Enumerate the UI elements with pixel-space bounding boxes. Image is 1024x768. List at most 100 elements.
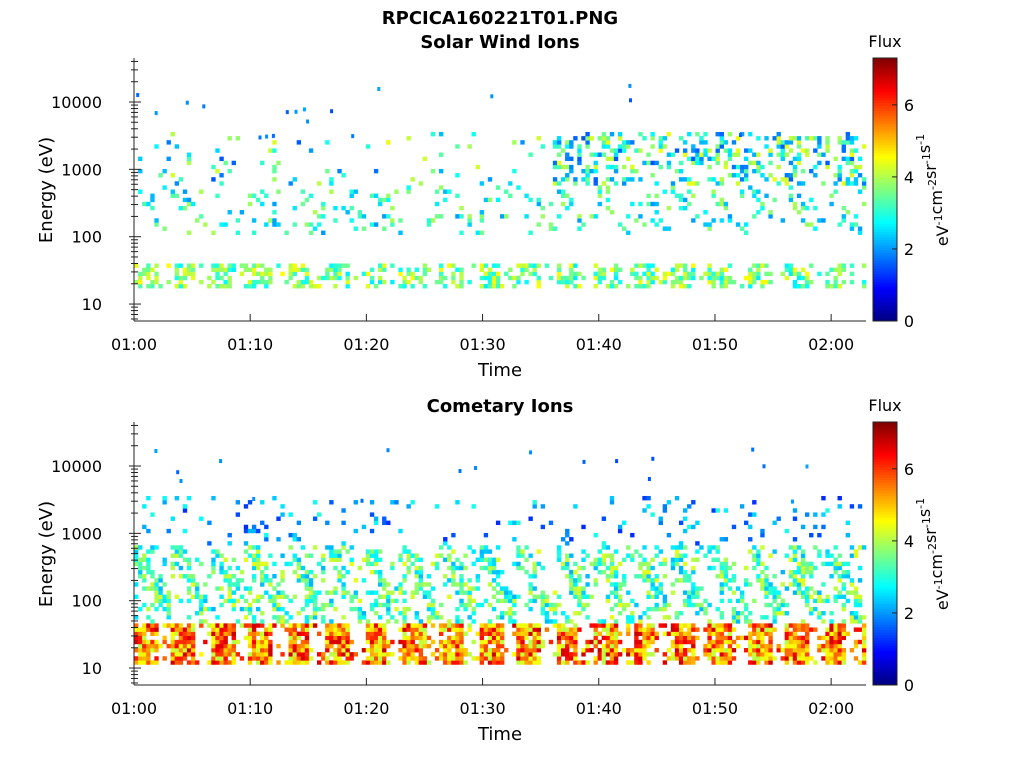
spectrogram-cell: [166, 140, 171, 145]
spectrogram-cell: [414, 553, 419, 558]
spectrogram-cell: [378, 275, 383, 281]
spectrogram-cell: [731, 611, 737, 616]
spectrogram-cell: [796, 545, 802, 550]
spectrogram-cell: [174, 561, 180, 567]
spectrogram-cell: [402, 284, 407, 289]
spectrogram-cell: [296, 279, 302, 285]
spectrogram-cell: [227, 582, 232, 587]
spectrogram-cell: [414, 656, 419, 661]
spectrogram-cell: [813, 606, 818, 612]
spectrogram-cell: [247, 553, 253, 558]
spectrogram-cell: [512, 611, 517, 616]
spectrogram-cell: [670, 279, 676, 285]
spectrogram-cell: [467, 590, 472, 595]
spectrogram-cell: [418, 275, 424, 281]
spectrogram-cell: [853, 168, 859, 174]
spectrogram-cell: [784, 660, 790, 665]
spectrogram-cell: [630, 164, 635, 170]
spectrogram-cell: [386, 590, 391, 595]
spectrogram-cell: [666, 615, 672, 620]
spectrogram-cell: [418, 574, 424, 579]
spectrogram-cell: [646, 495, 651, 501]
spectrogram-cell: [791, 499, 794, 504]
spectrogram-cell: [487, 549, 493, 554]
x-tick-label: 01:30: [460, 699, 506, 718]
spectrogram-cell: [613, 602, 619, 608]
spectrogram-cell: [593, 660, 598, 665]
spectrogram-cell: [528, 606, 533, 612]
spectrogram-cell: [646, 569, 651, 575]
spectrogram-cell: [422, 635, 428, 641]
spectrogram-cell: [182, 528, 188, 534]
x-tick-label: 01:20: [343, 699, 389, 718]
spectrogram-cell: [430, 561, 436, 567]
spectrogram-cell: [402, 578, 407, 583]
spectrogram-cell: [833, 545, 838, 550]
spectrogram-cell: [447, 656, 452, 661]
spectrogram-cell: [138, 156, 143, 162]
spectrogram-cell: [719, 218, 724, 223]
colorbar-swatch: [873, 205, 897, 209]
spectrogram-cell: [243, 267, 249, 272]
spectrogram-cell: [447, 643, 452, 649]
spectrogram-cell: [792, 516, 798, 521]
spectrogram-cell: [280, 606, 285, 612]
spectrogram-cell: [215, 284, 220, 289]
spectrogram-cell: [398, 611, 403, 616]
spectrogram-cell: [142, 557, 147, 563]
spectrogram-cell: [402, 631, 407, 636]
spectrogram-cell: [378, 615, 383, 620]
spectrogram-cell: [800, 201, 806, 207]
spectrogram-cell: [597, 561, 602, 567]
spectrogram-cell: [304, 619, 310, 624]
spectrogram-cell: [719, 627, 724, 632]
spectrogram-cell: [422, 643, 428, 649]
spectrogram-cell: [243, 504, 249, 509]
colorbar-swatch: [873, 268, 897, 272]
spectrogram-cell: [260, 660, 265, 665]
spectrogram-cell: [711, 218, 716, 223]
spectrogram-cell: [561, 189, 566, 194]
spectrogram-cell: [512, 561, 517, 567]
spectrogram-cell: [524, 569, 529, 575]
colorbar-swatch: [873, 624, 897, 628]
spectrogram-cell: [605, 648, 611, 653]
spectrogram-cell: [256, 594, 261, 599]
spectrogram-cell: [288, 263, 293, 268]
spectrogram-cell: [829, 574, 834, 579]
spectrogram-cell: [536, 627, 541, 632]
spectrogram-cell: [597, 631, 602, 636]
spectrogram-cell: [410, 590, 415, 595]
spectrogram-cell: [841, 156, 846, 162]
spectrogram-cell: [406, 627, 411, 632]
spectrogram-cell: [748, 537, 753, 542]
spectrogram-cell: [223, 557, 228, 563]
spectrogram-cell: [223, 222, 228, 227]
spectrogram-cell: [800, 524, 806, 530]
spectrogram-cell: [357, 606, 363, 612]
spectrogram-cell: [817, 218, 822, 223]
spectrogram-cell: [756, 561, 761, 567]
spectrogram-cell: [695, 602, 700, 608]
spectrogram-cell: [414, 267, 419, 272]
spectrogram-cell: [825, 660, 830, 665]
spectrogram-cell: [813, 598, 818, 604]
spectrogram-cell: [199, 279, 204, 285]
spectrogram-cell: [504, 586, 509, 591]
spectrogram-cell: [800, 168, 806, 174]
spectrogram-cell: [630, 177, 635, 182]
panel-title: Cometary Ions: [427, 396, 574, 417]
spectrogram-cell: [260, 582, 265, 587]
spectrogram-cell: [455, 660, 460, 665]
spectrogram-cell: [516, 648, 521, 653]
spectrogram-cell: [418, 586, 424, 591]
spectrogram-cell: [638, 623, 643, 628]
spectrogram-cell: [329, 590, 334, 595]
spectrogram-cell: [613, 648, 619, 653]
spectrogram-cell: [219, 627, 224, 632]
spectrogram-cell: [426, 222, 432, 227]
spectrogram-cell: [500, 623, 505, 628]
spectrogram-cell: [532, 594, 537, 599]
spectrogram-cell: [434, 611, 440, 616]
spectrogram-cell: [666, 226, 672, 231]
